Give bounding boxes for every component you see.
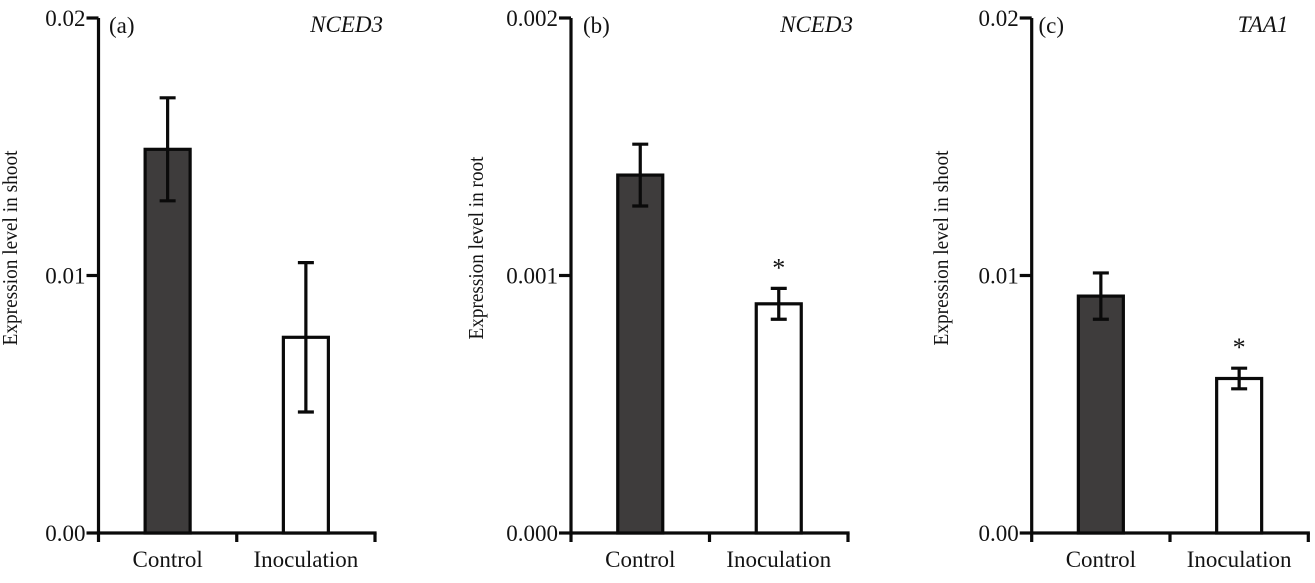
- category-label: Inoculation: [726, 547, 831, 572]
- significance-asterisk: *: [772, 253, 785, 282]
- y-tick-label: 0.000: [506, 521, 558, 546]
- y-axis-label: Expression level in shoot: [929, 150, 953, 345]
- panel-title: TAA1: [1238, 12, 1289, 37]
- y-tick-label: 0.001: [506, 264, 558, 289]
- bar-control: [143, 147, 192, 535]
- y-tick-label: 0.00: [978, 521, 1018, 546]
- panel-label: (b): [583, 13, 610, 38]
- panel-title: NCED3: [309, 12, 383, 37]
- bar-control: [1076, 294, 1125, 535]
- panel-label: (c): [1039, 13, 1065, 38]
- y-tick-label: 0.002: [506, 6, 558, 31]
- category-label: Control: [605, 547, 675, 572]
- y-tick-label: 0.01: [978, 264, 1018, 289]
- y-axis-label: Expression level in shoot: [0, 150, 22, 345]
- category-label: Inoculation: [1187, 547, 1292, 572]
- y-tick-label: 0.01: [45, 264, 85, 289]
- bar-inoculation: [754, 302, 803, 535]
- y-axis-label: Expression level in root: [464, 156, 488, 339]
- y-tick-label: 0.00: [45, 521, 85, 546]
- category-label: Inoculation: [254, 547, 359, 572]
- y-tick-label: 0.02: [978, 6, 1018, 31]
- bar-inoculation: [1215, 376, 1264, 535]
- y-tick-label: 0.02: [45, 6, 85, 31]
- panel-label: (a): [109, 13, 135, 38]
- significance-asterisk: *: [1233, 333, 1246, 362]
- category-label: Control: [1066, 547, 1136, 572]
- panel-title: NCED3: [779, 12, 853, 37]
- bar-control: [616, 173, 665, 535]
- category-label: Control: [132, 547, 202, 572]
